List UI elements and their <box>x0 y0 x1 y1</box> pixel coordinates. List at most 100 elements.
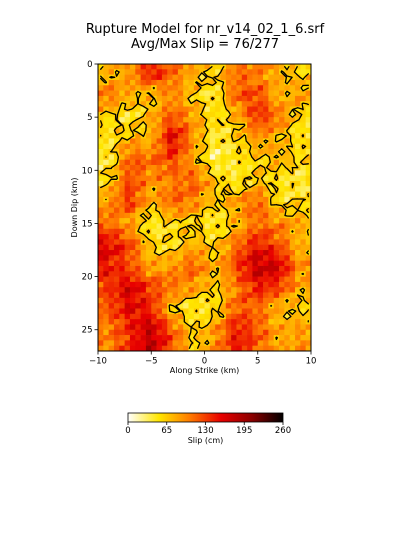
heatmap-cell <box>241 164 248 171</box>
heatmap-cell <box>177 138 184 145</box>
heatmap-cell <box>300 324 307 331</box>
heatmap-cell <box>209 127 216 134</box>
heatmap-cell <box>98 260 104 267</box>
heatmap-cell <box>273 79 280 86</box>
colorbar-tick-label: 195 <box>236 426 252 436</box>
heatmap-cell <box>103 335 109 341</box>
heatmap-cell <box>199 271 205 277</box>
heatmap-cell <box>215 138 221 145</box>
heatmap-cell <box>124 127 131 134</box>
heatmap-cell <box>135 260 141 267</box>
heatmap-cell <box>284 74 291 81</box>
heatmap-cell <box>129 175 136 182</box>
heatmap-cell <box>193 234 200 240</box>
heatmap-cell <box>268 234 275 240</box>
heatmap-cell <box>263 74 269 81</box>
heatmap-cell <box>300 202 307 208</box>
heatmap-cell <box>177 281 184 288</box>
heatmap-cell <box>135 127 141 134</box>
heatmap-cell <box>204 319 211 325</box>
heatmap-cell <box>156 223 163 230</box>
heatmap-cell <box>279 117 285 123</box>
heatmap-cell <box>247 281 253 288</box>
heatmap-cell <box>295 281 301 288</box>
heatmap-cell <box>113 292 120 299</box>
heatmap-cell <box>199 117 205 123</box>
heatmap-cell <box>199 255 205 261</box>
heatmap-cell <box>199 265 205 272</box>
heatmap-cell <box>172 239 179 246</box>
heatmap-cell <box>247 244 253 251</box>
heatmap-cell <box>295 335 301 341</box>
heatmap-cell <box>140 95 147 102</box>
heatmap-cell <box>263 90 269 97</box>
heatmap-cell <box>247 223 253 230</box>
heatmap-cell <box>188 271 195 277</box>
heatmap-cell <box>247 170 253 176</box>
heatmap-cell <box>103 223 109 230</box>
heatmap-cell <box>108 228 115 235</box>
heatmap-cell <box>183 106 189 113</box>
heatmap-cell <box>284 228 291 235</box>
heatmap-cell <box>268 79 275 86</box>
heatmap-cell <box>113 186 120 192</box>
heatmap-cell <box>199 101 205 107</box>
heatmap-cell <box>119 329 125 336</box>
heatmap-cell <box>193 324 200 331</box>
heatmap-cell <box>151 143 157 150</box>
heatmap-cell <box>161 335 168 341</box>
heatmap-cell <box>252 106 259 113</box>
heatmap-cell <box>140 79 147 86</box>
heatmap-cell <box>236 345 243 351</box>
heatmap-cell <box>257 223 264 230</box>
heatmap-cell <box>305 287 311 293</box>
heatmap-cell <box>289 287 296 293</box>
heatmap-cell <box>241 170 248 176</box>
heatmap-cell <box>151 164 157 171</box>
heatmap-cell <box>289 234 296 240</box>
heatmap-cell <box>305 106 311 113</box>
heatmap-cell <box>103 276 109 283</box>
heatmap-cell <box>113 79 120 86</box>
heatmap-cell <box>241 255 248 261</box>
heatmap-cell <box>145 335 152 341</box>
heatmap-cell <box>284 106 291 113</box>
heatmap-cell <box>231 85 237 91</box>
heatmap-cell <box>225 281 232 288</box>
heatmap-cell <box>188 276 195 283</box>
heatmap-cell <box>215 85 221 91</box>
heatmap-cell <box>140 207 147 214</box>
heatmap-cell <box>220 228 227 235</box>
heatmap-cell <box>215 340 221 347</box>
heatmap-cell <box>129 303 136 309</box>
heatmap-cell <box>257 340 264 347</box>
heatmap-cell <box>257 228 264 235</box>
heatmap-cell <box>172 186 179 192</box>
heatmap-cell <box>300 143 307 150</box>
colorbar-label: Slip (cm) <box>188 436 224 445</box>
heatmap-cell <box>305 297 311 304</box>
heatmap-cell <box>183 79 189 86</box>
heatmap-cell <box>289 218 296 224</box>
heatmap-cell <box>236 85 243 91</box>
heatmap-cell <box>209 117 216 123</box>
heatmap-cell <box>103 212 109 219</box>
heatmap-cell <box>108 255 115 261</box>
heatmap-cell <box>252 191 259 198</box>
heatmap-cell <box>252 95 259 102</box>
heatmap-cell <box>247 122 253 129</box>
heatmap-cell <box>257 244 264 251</box>
heatmap-cell <box>172 191 179 198</box>
heatmap-cell <box>113 64 120 70</box>
heatmap-cell <box>188 202 195 208</box>
heatmap-cell <box>268 90 275 97</box>
heatmap-cell <box>268 265 275 272</box>
heatmap-cell <box>156 271 163 277</box>
heatmap-cell <box>295 85 301 91</box>
heatmap-cell <box>236 313 243 320</box>
heatmap-cell <box>263 133 269 139</box>
heatmap-cell <box>215 207 221 214</box>
heatmap-cell <box>161 324 168 331</box>
heatmap-cell <box>273 244 280 251</box>
heatmap-cell <box>204 79 211 86</box>
